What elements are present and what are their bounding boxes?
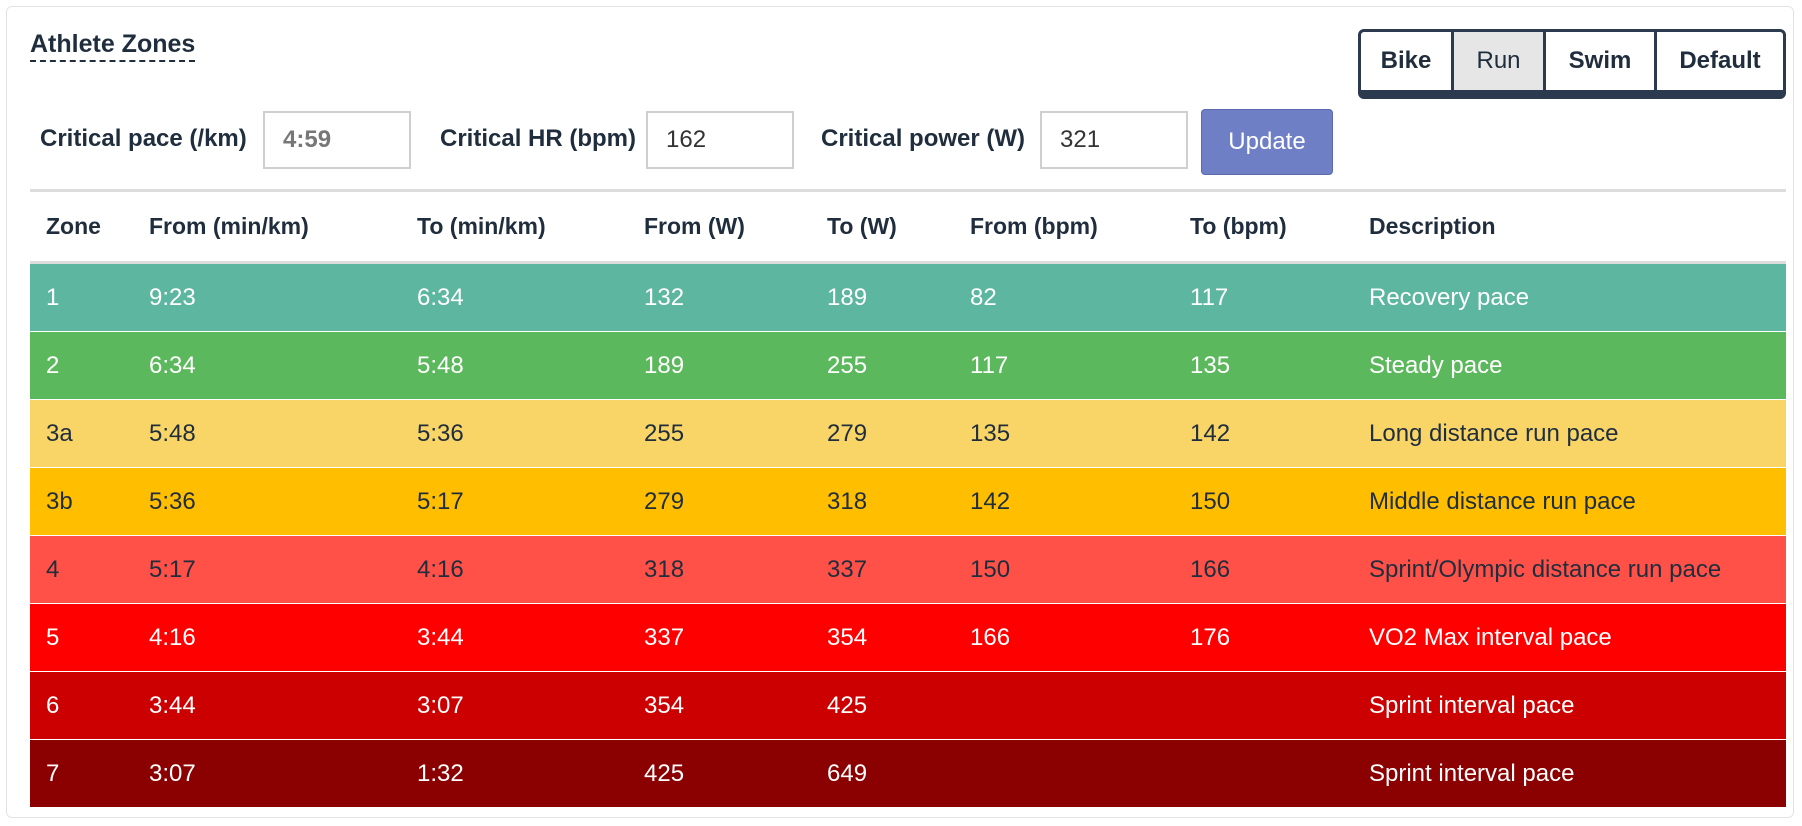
header-from-power: From (W) — [644, 213, 745, 239]
cell-to-power: 425 — [827, 691, 868, 719]
update-button[interactable]: Update — [1201, 109, 1333, 175]
table-row: 2 6:34 5:48 189 255 117 135 Steady pace — [30, 332, 1786, 400]
cell-from-pace: 9:23 — [149, 283, 196, 311]
cell-from-power: 425 — [644, 759, 685, 787]
swim-button[interactable]: Swim — [1546, 32, 1654, 90]
cell-zone: 7 — [46, 759, 60, 787]
cell-description: Long distance run pace — [1369, 419, 1619, 447]
table-row: 6 3:44 3:07 354 425 Sprint interval pace — [30, 672, 1786, 740]
cell-to-pace: 1:32 — [417, 759, 464, 787]
table-top-divider — [30, 189, 1786, 192]
cell-to-pace: 5:48 — [417, 351, 464, 379]
header-to-hr: To (bpm) — [1190, 213, 1287, 239]
cell-from-power: 279 — [644, 487, 685, 515]
run-button[interactable]: Run — [1454, 32, 1543, 90]
cell-description: Sprint interval pace — [1369, 759, 1575, 787]
cell-to-power: 255 — [827, 351, 868, 379]
cell-from-pace: 5:36 — [149, 487, 196, 515]
bike-button[interactable]: Bike — [1361, 32, 1451, 90]
cell-to-power: 189 — [827, 283, 868, 311]
header-to-pace: To (min/km) — [417, 213, 546, 239]
cell-from-pace: 5:17 — [149, 555, 196, 583]
cell-to-hr: 142 — [1190, 419, 1231, 447]
cell-to-pace: 6:34 — [417, 283, 464, 311]
cell-from-hr: 150 — [970, 555, 1011, 583]
cell-to-pace: 4:16 — [417, 555, 464, 583]
sport-selector: Bike Run Swim Default — [1358, 29, 1786, 99]
cell-to-power: 318 — [827, 487, 868, 515]
cell-from-hr: 82 — [970, 283, 997, 311]
default-button[interactable]: Default — [1657, 32, 1783, 90]
header-from-pace: From (min/km) — [149, 213, 309, 239]
table-row: 3b 5:36 5:17 279 318 142 150 Middle distance ru… — [30, 468, 1786, 536]
cell-from-pace: 6:34 — [149, 351, 196, 379]
cell-zone: 1 — [46, 283, 60, 311]
cell-to-pace: 5:17 — [417, 487, 464, 515]
cell-from-pace: 3:07 — [149, 759, 196, 787]
cell-from-hr: 166 — [970, 623, 1011, 651]
cell-from-pace: 3:44 — [149, 691, 196, 719]
cell-zone: 6 — [46, 691, 60, 719]
table-row: 4 5:17 4:16 318 337 150 166 Sprint/Olympic dist… — [30, 536, 1786, 604]
table-header-row: Zone From (min/km) To (min/km) From (W) … — [30, 192, 1786, 264]
cell-to-hr: 150 — [1190, 487, 1231, 515]
critical-hr-input[interactable] — [646, 111, 794, 169]
critical-power-input[interactable] — [1040, 111, 1188, 169]
cell-to-pace: 3:44 — [417, 623, 464, 651]
cell-description: Steady pace — [1369, 351, 1503, 379]
cell-to-hr: 117 — [1190, 283, 1229, 311]
athlete-zones-card: Athlete Zones Bike Run Swim Default Crit… — [6, 6, 1794, 818]
cell-description: Middle distance run pace — [1369, 487, 1636, 515]
critical-pace-input[interactable] — [263, 111, 411, 169]
cell-zone: 5 — [46, 623, 60, 651]
cell-description: VO2 Max interval pace — [1369, 623, 1612, 651]
cell-from-pace: 5:48 — [149, 419, 196, 447]
cell-from-hr: 142 — [970, 487, 1011, 515]
cell-zone: 3b — [46, 487, 73, 515]
critical-hr-label: Critical HR (bpm) — [440, 125, 637, 152]
cell-from-pace: 4:16 — [149, 623, 196, 651]
cell-to-power: 279 — [827, 419, 868, 447]
table-row: 1 9:23 6:34 132 189 82 117 Recovery pace — [30, 264, 1786, 332]
table-row: 3a 5:48 5:36 255 279 135 142 Long distance run … — [30, 400, 1786, 468]
page-title[interactable]: Athlete Zones — [30, 29, 196, 62]
cell-from-hr: 117 — [970, 351, 1009, 379]
cell-to-power: 337 — [827, 555, 868, 583]
cell-from-power: 189 — [644, 351, 685, 379]
cell-from-power: 255 — [644, 419, 685, 447]
table-body: 1 9:23 6:34 132 189 82 117 Recovery pace 2 6:34 5:… — [30, 264, 1786, 808]
cell-description: Sprint interval pace — [1369, 691, 1575, 719]
table-row: 5 4:16 3:44 337 354 166 176 VO2 Max interval pa… — [30, 604, 1786, 672]
critical-power-label: Critical power (W) — [821, 125, 1026, 152]
cell-from-power: 318 — [644, 555, 685, 583]
cell-to-hr: 135 — [1190, 351, 1231, 379]
cell-zone: 3a — [46, 419, 73, 447]
cell-zone: 2 — [46, 351, 60, 379]
cell-zone: 4 — [46, 555, 60, 583]
zones-table: Zone From (min/km) To (min/km) From (W) … — [30, 189, 1786, 808]
cell-to-power: 354 — [827, 623, 868, 651]
header-to-power: To (W) — [827, 213, 897, 239]
cell-to-power: 649 — [827, 759, 868, 787]
header-from-hr: From (bpm) — [970, 213, 1098, 239]
cell-to-pace: 3:07 — [417, 691, 464, 719]
cell-to-hr: 176 — [1190, 623, 1231, 651]
cell-from-power: 132 — [644, 283, 685, 311]
header-description: Description — [1369, 213, 1496, 239]
critical-pace-label: Critical pace (/km) — [40, 125, 247, 152]
table-row: 7 3:07 1:32 425 649 Sprint interval pace — [30, 740, 1786, 808]
cell-to-pace: 5:36 — [417, 419, 464, 447]
header-zone: Zone — [46, 213, 101, 239]
cell-from-hr: 135 — [970, 419, 1011, 447]
cell-description: Sprint/Olympic distance run pace — [1369, 555, 1722, 583]
cell-to-hr: 166 — [1190, 555, 1231, 583]
cell-description: Recovery pace — [1369, 283, 1530, 311]
cell-from-power: 337 — [644, 623, 685, 651]
cell-from-power: 354 — [644, 691, 685, 719]
